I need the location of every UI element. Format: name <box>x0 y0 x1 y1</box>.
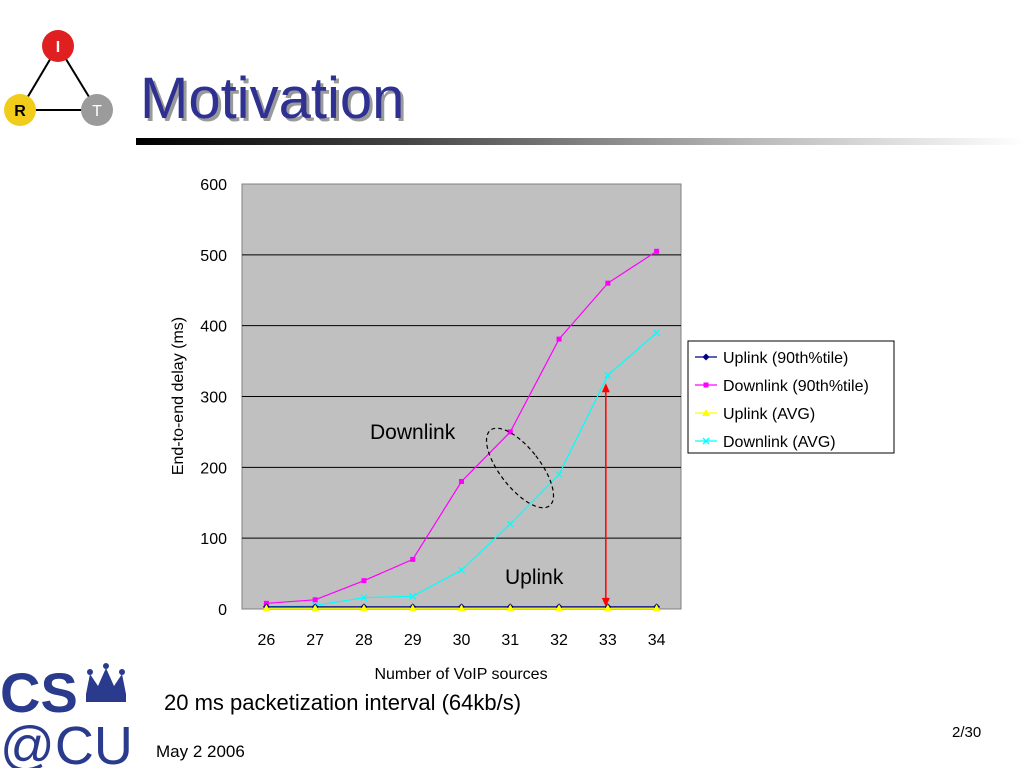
irt-logo: I R T <box>4 30 113 126</box>
x-tick-label: 26 <box>257 632 275 649</box>
title-divider <box>136 138 1024 145</box>
data-point <box>409 592 417 600</box>
slide-caption: 20 ms packetization interval (64kb/s) <box>164 690 522 715</box>
logo-letter-i: I <box>56 39 60 56</box>
page-number: 2/30 <box>952 724 982 741</box>
legend-entry: Uplink (AVG) <box>723 406 815 423</box>
x-tick-label: 29 <box>404 632 422 649</box>
data-point <box>652 604 661 612</box>
data-point <box>408 604 417 612</box>
delay-chart: 0 100 200 300 400 500 600 26 27 28 29 30 31 32 33 34 E… <box>170 177 895 683</box>
arrow-head-top <box>601 383 610 393</box>
x-tick-label: 33 <box>599 632 617 649</box>
y-tick-label: 0 <box>218 602 227 619</box>
data-point <box>507 429 513 435</box>
legend-box <box>687 340 895 454</box>
delay-gap-arrow <box>601 383 610 607</box>
cs-cu-logo-at: @CU <box>0 716 133 768</box>
y-tick-label: 500 <box>200 248 227 265</box>
data-point <box>410 556 416 562</box>
data-point <box>556 336 562 342</box>
x-tick-label: 32 <box>550 632 568 649</box>
data-point <box>359 604 368 612</box>
data-point <box>263 600 269 606</box>
legend-entry: Uplink (90th%tile) <box>723 350 848 367</box>
legend-entry: Downlink (90th%tile) <box>723 378 869 395</box>
downlink-annotation: Downlink <box>370 421 456 444</box>
x-tick-labels: 26 27 28 29 30 31 32 33 34 <box>257 632 665 649</box>
data-point <box>653 329 661 337</box>
data-point <box>457 604 466 612</box>
arrow-head-bottom <box>601 597 610 607</box>
data-point <box>555 604 564 612</box>
y-tick-label: 100 <box>200 531 227 548</box>
cs-cu-logo: CS @CU <box>0 661 133 768</box>
data-point <box>459 479 464 484</box>
x-tick-label: 34 <box>648 632 666 649</box>
logo-letter-t: T <box>92 103 102 120</box>
data-point <box>312 597 318 603</box>
logo-letter-r: R <box>14 103 26 120</box>
x-tick-label: 27 <box>306 632 324 649</box>
y-tick-label: 300 <box>200 390 227 407</box>
data-point <box>506 604 515 612</box>
data-point <box>604 371 612 379</box>
slide-title: Motivation <box>140 66 405 131</box>
y-tick-label: 200 <box>200 460 227 477</box>
data-point <box>555 470 563 478</box>
legend-marker <box>702 437 710 445</box>
crown-icon <box>86 663 126 702</box>
data-point <box>506 520 514 528</box>
y-tick-label: 400 <box>200 319 227 336</box>
cs-cu-logo-text: CS <box>0 661 78 724</box>
x-tick-label: 30 <box>453 632 471 649</box>
data-point <box>262 604 271 612</box>
data-point <box>605 280 611 286</box>
y-tick-labels: 0 100 200 300 400 500 600 <box>200 177 227 619</box>
y-tick-label: 600 <box>200 177 227 194</box>
data-point <box>458 566 465 574</box>
gridlines <box>242 254 681 539</box>
data-point <box>311 604 320 612</box>
x-tick-label: 28 <box>355 632 373 649</box>
x-tick-label: 31 <box>501 632 519 649</box>
data-point <box>361 578 367 584</box>
data-point <box>360 594 368 602</box>
uplink-annotation: Uplink <box>505 566 564 589</box>
x-axis-label: Number of VoIP sources <box>374 666 547 683</box>
legend-marker <box>702 409 710 416</box>
legend-marker <box>702 353 710 361</box>
legend-entry: Downlink (AVG) <box>723 434 836 451</box>
legend-marker <box>703 382 709 388</box>
y-axis-label: End-to-end delay (ms) <box>170 317 187 475</box>
legend: Uplink (90th%tile) Downlink (90th%tile) Up… <box>695 350 869 451</box>
data-point <box>603 604 612 612</box>
footer-date: May 2 2006 <box>156 742 245 761</box>
data-point <box>654 248 660 254</box>
